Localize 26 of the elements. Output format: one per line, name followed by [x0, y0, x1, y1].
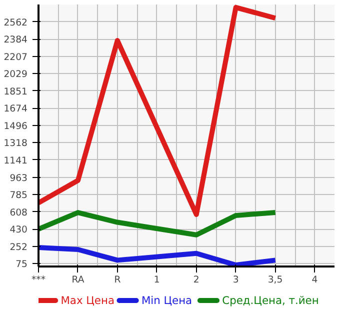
x-tick-label: 3 [232, 274, 239, 286]
y-tick-label: 2562 [4, 17, 28, 28]
y-tick-label: 1141 [4, 155, 28, 166]
x-tick-label: RA [72, 274, 85, 286]
y-tick-label: 785 [10, 190, 28, 202]
y-tick-label: 1496 [4, 120, 28, 132]
legend-label: Сред.Цена, т.йен [222, 294, 319, 307]
y-tick-label: 1851 [4, 86, 28, 98]
y-tick-label: 2207 [4, 52, 28, 63]
y-tick-label: 252 [10, 242, 28, 253]
x-tick-label: 2 [193, 274, 200, 286]
legend-label: Max Цена [60, 294, 114, 307]
y-tick-label: 2029 [4, 69, 28, 80]
x-tick-label: *** [32, 274, 46, 286]
x-tick-label: 4 [312, 274, 318, 286]
y-tick-label: 1674 [4, 104, 28, 115]
y-tick-label: 430 [10, 224, 28, 236]
y-tick-label: 1318 [4, 138, 28, 150]
y-tick-label: 963 [10, 172, 28, 184]
x-tick-label: 3,5 [268, 274, 283, 286]
x-tick-label: R [114, 274, 122, 286]
y-tick-label: 75 [16, 259, 28, 270]
y-tick-label: 2384 [4, 34, 28, 46]
legend-label: Min Цена [141, 294, 192, 307]
x-tick-label: 1 [154, 274, 160, 286]
y-tick-label: 608 [10, 207, 28, 218]
